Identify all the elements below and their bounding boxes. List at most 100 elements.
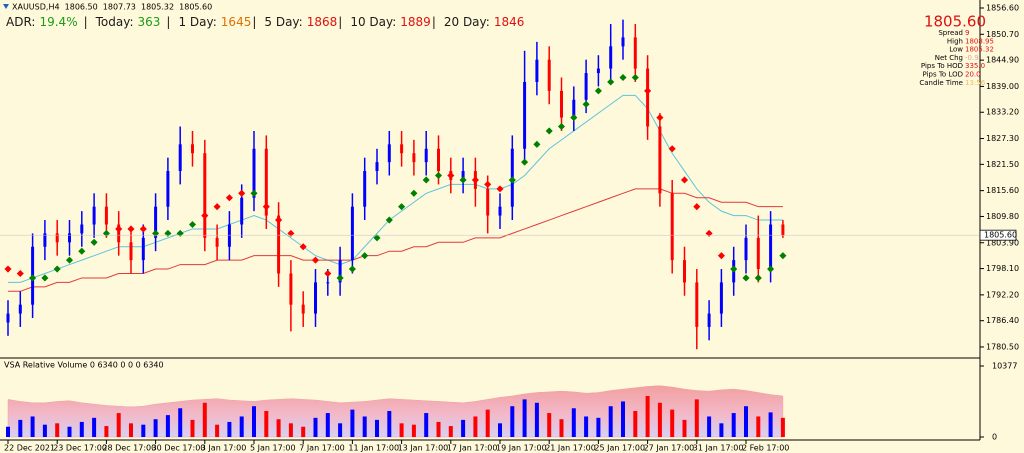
stat-value: 1868 bbox=[307, 15, 338, 29]
y-tick-label: 1856.60 bbox=[986, 4, 1019, 13]
candle-body bbox=[326, 282, 330, 284]
candle-body bbox=[277, 215, 281, 274]
stat-label: ADR: bbox=[6, 15, 35, 29]
trend-dot bbox=[754, 274, 762, 282]
trend-dot bbox=[607, 78, 615, 86]
trend-dot bbox=[680, 176, 689, 184]
info-value: -0.9 bbox=[965, 54, 979, 62]
candle-body bbox=[203, 153, 207, 238]
volume-bar bbox=[325, 413, 330, 437]
stat-separator: | bbox=[432, 15, 436, 29]
volume-bar bbox=[79, 421, 84, 437]
volume-bar bbox=[6, 426, 10, 437]
y-tick-label: 1833.20 bbox=[986, 108, 1019, 117]
candle-body bbox=[584, 73, 588, 100]
trend-dot bbox=[336, 274, 344, 282]
candle-body bbox=[43, 233, 47, 247]
candle-body bbox=[117, 224, 121, 243]
trend-dot bbox=[41, 274, 49, 282]
volume-bar bbox=[633, 411, 638, 437]
trend-dot bbox=[582, 100, 590, 108]
stat-label: 1 Day: bbox=[178, 15, 216, 29]
trend-dot bbox=[742, 274, 750, 282]
candle-body bbox=[387, 144, 391, 163]
x-tick-label: 19 Jan 17:00 bbox=[496, 444, 547, 453]
stat-label: 5 Day: bbox=[264, 15, 302, 29]
volume-bar bbox=[719, 423, 724, 437]
y-tick-label: 1786.40 bbox=[986, 316, 1019, 325]
info-value: 20.0 bbox=[965, 71, 981, 79]
volume-bar bbox=[313, 417, 318, 437]
stat-value: 1645 bbox=[221, 15, 252, 29]
trend-dot bbox=[53, 265, 61, 273]
y-tick-label: 1809.80 bbox=[986, 212, 1019, 221]
volume-bar bbox=[756, 416, 761, 437]
last-price-label: 1805.60 bbox=[984, 231, 1017, 240]
trend-dot bbox=[693, 203, 701, 211]
x-tick-label: 3 Jan 17:00 bbox=[201, 444, 247, 453]
trend-dot bbox=[496, 185, 504, 193]
trend-dot bbox=[299, 243, 307, 251]
y-tick-label: 1850.70 bbox=[986, 30, 1019, 39]
volume-bar bbox=[547, 413, 552, 437]
volume-bar bbox=[116, 413, 121, 437]
trend-dot bbox=[115, 225, 123, 233]
volume-bar bbox=[350, 409, 355, 437]
trend-dot bbox=[705, 229, 713, 237]
volume-band bbox=[7, 385, 784, 438]
trend-dot bbox=[176, 229, 184, 237]
trend-dot bbox=[619, 73, 627, 82]
trend-dot bbox=[434, 171, 443, 180]
candle-body bbox=[621, 37, 625, 47]
trend-dot bbox=[201, 212, 209, 220]
candle-body bbox=[80, 224, 84, 234]
candle-body bbox=[609, 46, 613, 69]
trend-dot bbox=[631, 73, 639, 82]
volume-bar bbox=[559, 419, 564, 437]
info-value: 13:56 bbox=[965, 79, 986, 87]
trend-dot bbox=[459, 176, 467, 184]
y-tick-label: 1798.10 bbox=[986, 264, 1019, 273]
volume-bar bbox=[387, 411, 392, 437]
info-label: Net Chg bbox=[935, 54, 963, 62]
volume-bar bbox=[670, 409, 675, 437]
volume-bar bbox=[498, 423, 502, 437]
volume-bar bbox=[252, 406, 256, 437]
volume-y-tick-label: 10377 bbox=[992, 362, 1017, 371]
stat-label: 10 Day: bbox=[350, 15, 396, 29]
trend-dot bbox=[361, 252, 369, 260]
x-tick-label: 31 Jan 17:00 bbox=[693, 444, 744, 453]
stat-value: 363 bbox=[138, 15, 161, 29]
y-tick-label: 1827.30 bbox=[986, 134, 1019, 143]
candle-body bbox=[264, 148, 268, 216]
candle-body bbox=[756, 237, 760, 270]
volume-bar bbox=[424, 413, 429, 437]
volume-bar bbox=[301, 426, 306, 437]
trend-dot bbox=[508, 176, 516, 184]
last-price-big: 1805.60 bbox=[924, 13, 986, 31]
trend-dot bbox=[398, 203, 406, 211]
volume-bar bbox=[596, 417, 601, 437]
candle-body bbox=[6, 313, 10, 323]
volume-bar bbox=[55, 423, 60, 437]
x-tick-label: 22 Dec 2021 bbox=[4, 444, 55, 453]
candle-body bbox=[55, 233, 59, 243]
volume-bar bbox=[571, 408, 576, 437]
candle-body bbox=[560, 90, 563, 118]
info-value: 335.0 bbox=[965, 62, 985, 70]
volume-bar bbox=[18, 419, 23, 437]
candle-body bbox=[92, 206, 96, 225]
trend-dot bbox=[570, 114, 578, 122]
candle-body bbox=[670, 193, 674, 261]
trend-dot bbox=[668, 145, 676, 153]
trend-dot bbox=[779, 252, 787, 260]
candle-body bbox=[141, 237, 145, 261]
stat-separator: | bbox=[84, 15, 88, 29]
volume-bar bbox=[461, 419, 466, 437]
volume-bar bbox=[731, 413, 736, 437]
candle-body bbox=[424, 148, 428, 163]
candle-body bbox=[633, 37, 637, 69]
info-value: 1805.32 bbox=[965, 46, 994, 54]
info-label: Candle Time bbox=[919, 79, 963, 87]
candle-body bbox=[350, 206, 354, 261]
